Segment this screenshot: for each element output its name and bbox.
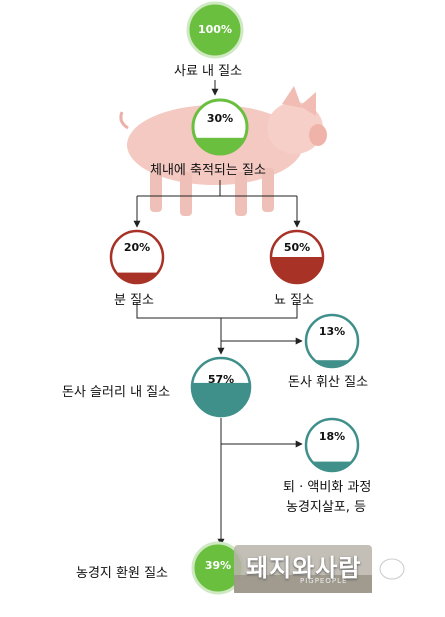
fill-level-slurry: [190, 383, 252, 416]
feces-percent: 20%: [107, 241, 167, 254]
slurry-percent: 57%: [191, 373, 251, 386]
compost-percent: 18%: [302, 430, 362, 443]
urine-percent: 50%: [267, 241, 327, 254]
return-percent: 39%: [188, 559, 248, 572]
slurry-label: 돈사 슬러리 내 질소: [62, 381, 170, 400]
body-label: 체내에 축적되는 질소: [150, 159, 266, 178]
compost-label-line2: 농경지살포, 등: [286, 496, 366, 515]
volatil-percent: 13%: [302, 325, 362, 338]
urine-label: 뇨 질소: [274, 289, 314, 308]
volatil-label: 돈사 휘산 질소: [288, 371, 368, 390]
return-label: 농경지 환원 질소: [76, 562, 168, 581]
node-compost: [303, 419, 363, 471]
node-urine: [268, 231, 328, 283]
node-slurry: [190, 358, 252, 416]
feces-label: 분 질소: [114, 289, 154, 308]
feed-label: 사료 내 질소: [174, 60, 242, 79]
node-feces: [108, 231, 168, 283]
feed-percent: 100%: [185, 23, 245, 36]
body-percent: 30%: [190, 112, 250, 125]
node-volatil: [303, 315, 363, 367]
watermark-subtext: PIGPEOPLE: [300, 577, 347, 585]
node-body: [190, 100, 250, 154]
compost-label-line1: 퇴 · 액비화 과정: [283, 476, 371, 495]
